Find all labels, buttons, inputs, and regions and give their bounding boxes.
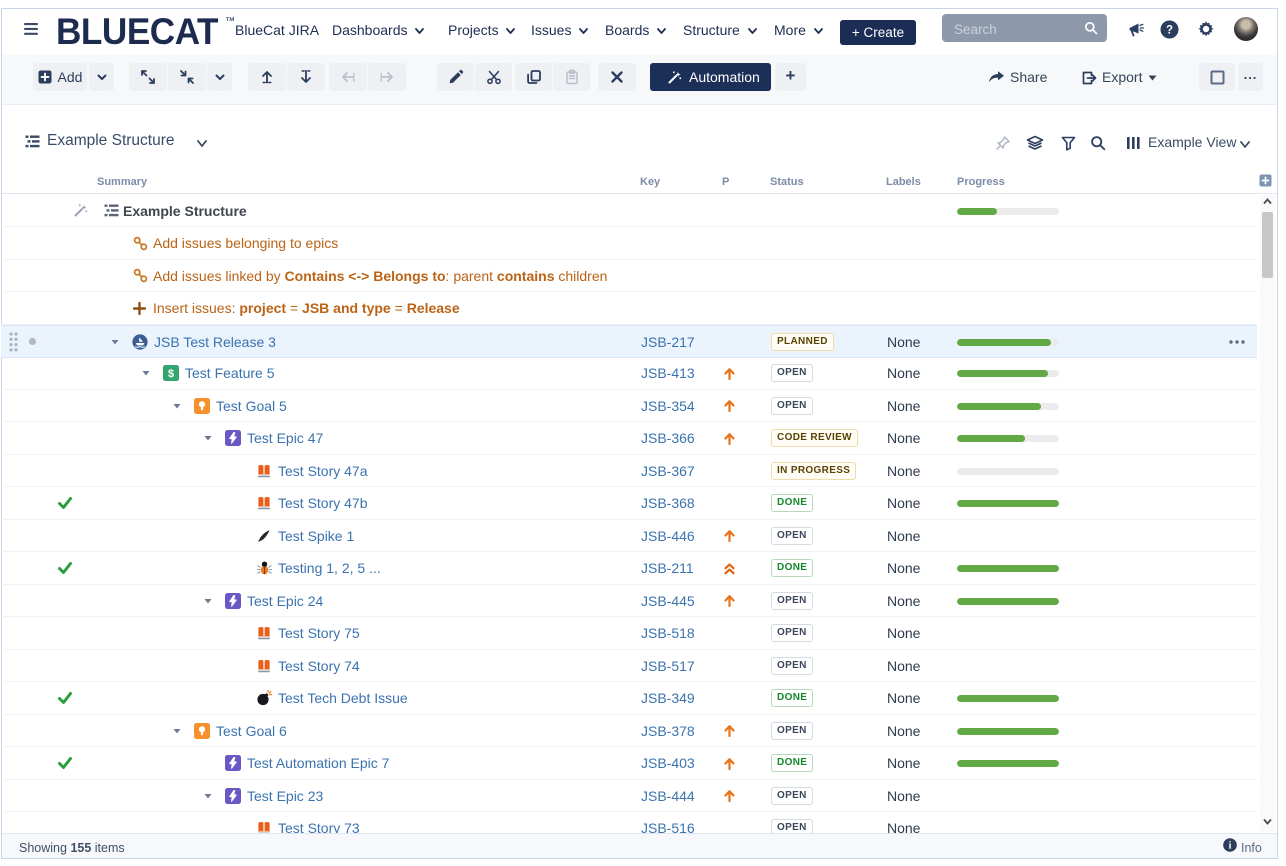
svg-text:?: ?: [1166, 25, 1173, 37]
svg-text:$: $: [168, 368, 174, 380]
svg-text:i: i: [1229, 840, 1232, 851]
